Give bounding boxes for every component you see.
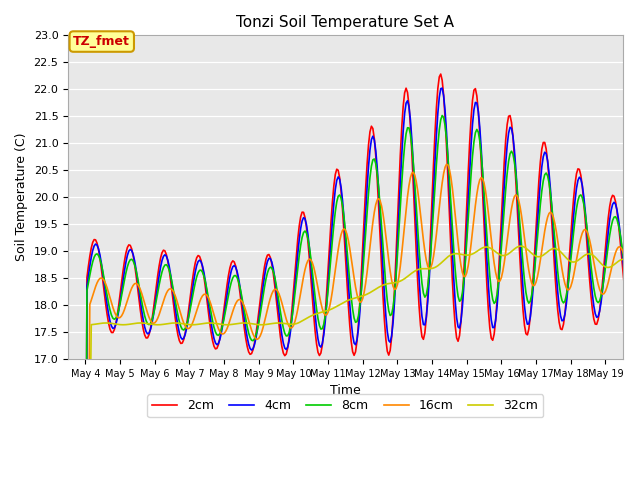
8cm <box>366 175 374 180</box>
8cm <box>477 151 485 157</box>
2cm <box>366 129 374 135</box>
4cm <box>559 317 567 323</box>
8cm <box>100 276 108 282</box>
Line: 32cm: 32cm <box>86 246 639 480</box>
2cm <box>477 158 485 164</box>
4cm <box>632 299 639 305</box>
16cm <box>366 244 374 250</box>
Line: 16cm: 16cm <box>86 164 639 480</box>
32cm <box>559 252 567 258</box>
4cm <box>118 288 125 294</box>
32cm <box>366 290 374 296</box>
32cm <box>476 247 484 252</box>
16cm <box>100 278 108 284</box>
8cm <box>632 294 639 300</box>
2cm <box>437 71 445 77</box>
16cm <box>443 161 451 167</box>
X-axis label: Time: Time <box>330 384 361 397</box>
4cm <box>438 85 446 91</box>
8cm <box>118 293 125 299</box>
16cm <box>477 175 485 180</box>
32cm <box>632 391 639 397</box>
4cm <box>100 281 108 287</box>
8cm <box>438 113 446 119</box>
4cm <box>477 145 485 151</box>
32cm <box>516 243 524 249</box>
Title: Tonzi Soil Temperature Set A: Tonzi Soil Temperature Set A <box>236 15 454 30</box>
2cm <box>632 295 639 301</box>
Line: 4cm: 4cm <box>86 88 639 480</box>
8cm <box>559 300 567 306</box>
16cm <box>632 294 639 300</box>
2cm <box>635 271 640 276</box>
2cm <box>118 279 125 285</box>
4cm <box>635 279 640 285</box>
Y-axis label: Soil Temperature (C): Soil Temperature (C) <box>15 133 28 262</box>
Line: 8cm: 8cm <box>86 116 639 480</box>
Text: TZ_fmet: TZ_fmet <box>74 35 130 48</box>
2cm <box>100 289 108 295</box>
32cm <box>100 320 108 326</box>
16cm <box>118 313 125 319</box>
32cm <box>118 322 125 328</box>
2cm <box>559 322 567 327</box>
Legend: 2cm, 4cm, 8cm, 16cm, 32cm: 2cm, 4cm, 8cm, 16cm, 32cm <box>147 395 543 418</box>
16cm <box>559 275 567 280</box>
Line: 2cm: 2cm <box>86 74 639 480</box>
4cm <box>366 147 374 153</box>
